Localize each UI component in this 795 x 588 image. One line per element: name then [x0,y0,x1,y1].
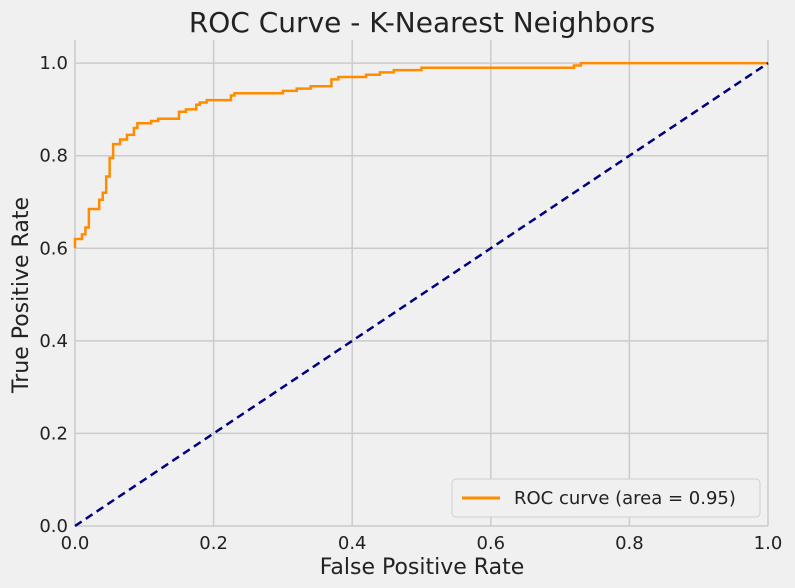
x-tick-label: 0.0 [61,533,90,554]
legend-box [451,478,761,518]
x-tick-label: 0.6 [476,533,505,554]
y-axis-label: True Positive Rate [9,197,34,394]
y-tick-label: 1.0 [39,53,68,74]
x-tick-label: 0.4 [338,533,367,554]
data-layer [73,61,769,528]
x-tick-label: 0.2 [199,533,228,554]
y-tick-label: 0.8 [39,146,68,167]
tick-layer: 0.0 0.2 0.4 0.6 0.8 1.0 0.0 0.2 0.4 0.6 0.8 1.0 [39,53,782,554]
x-tick-label: 0.8 [615,533,644,554]
x-axis-label: False Positive Rate [320,555,524,580]
y-tick-label: 0.6 [39,238,68,259]
legend: ROC curve (area = 0.95) [451,478,761,518]
x-tick-label: 1.0 [754,533,783,554]
legend-roc-label: ROC curve (area = 0.95) [514,488,736,509]
y-tick-label: 0.4 [39,331,68,352]
roc-curve-line [73,61,768,249]
diagonal-baseline-line [74,62,769,528]
grid-layer [74,40,769,527]
chart-title: ROC Curve - K-Nearest Neighbors [189,6,655,39]
y-tick-label: 0.2 [39,423,68,444]
y-tick-label: 0.0 [39,516,68,537]
